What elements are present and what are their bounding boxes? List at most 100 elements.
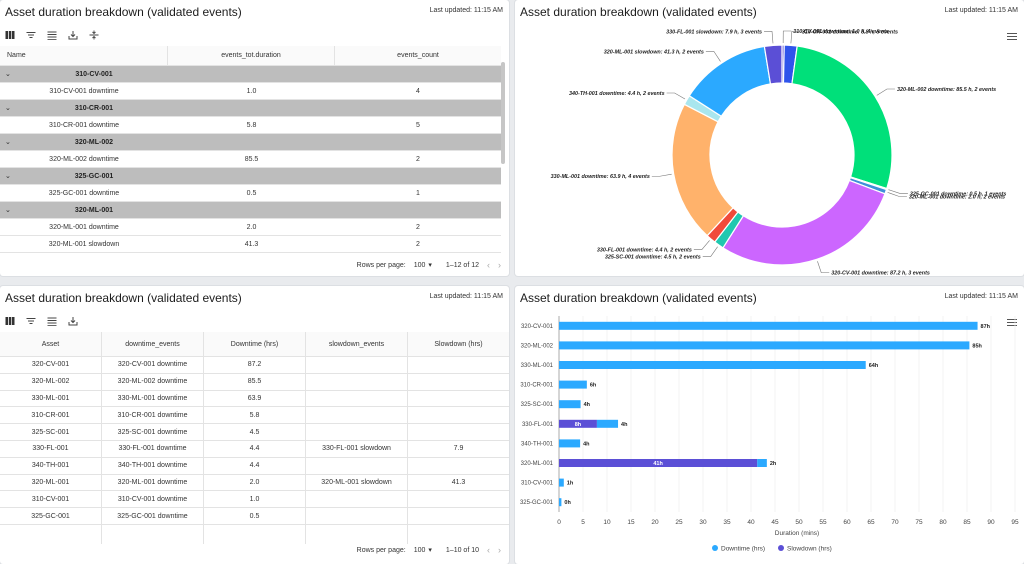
chevron-down-icon[interactable]: ⌄ bbox=[5, 173, 11, 180]
table-toolbar bbox=[4, 29, 100, 41]
cell-downtime-hrs: 5.8 bbox=[204, 407, 306, 424]
menu-icon[interactable] bbox=[1007, 33, 1017, 41]
table-row[interactable]: 330-FL-001 330-FL-001 downtime 4.4 330-FL-0… bbox=[0, 441, 509, 458]
bar[interactable] bbox=[757, 459, 767, 467]
cell-downtime-events: 330-FL-001 downtime bbox=[102, 441, 204, 457]
export-icon[interactable] bbox=[67, 29, 79, 41]
flat-table: Asset downtime_events Downtime (hrs) slo… bbox=[0, 332, 509, 544]
table-scrollbar[interactable] bbox=[501, 62, 505, 164]
cell-duration: 2.0 bbox=[246, 223, 257, 231]
table-row[interactable]: 325-SC-001 325-SC-001 downtime 4.5 bbox=[0, 424, 509, 441]
y-tick-label: 340-TH-001 bbox=[521, 441, 554, 447]
group-row[interactable]: ⌄ 310-CV-001 bbox=[0, 66, 501, 83]
x-tick-label: 60 bbox=[843, 519, 851, 526]
chevron-down-icon[interactable]: ⌄ bbox=[5, 105, 11, 112]
table-footer: Rows per page: 100 ▾ 1–12 of 12 ‹ › bbox=[357, 260, 501, 270]
column-header-asset[interactable]: Asset bbox=[0, 332, 102, 356]
bar[interactable] bbox=[596, 419, 619, 428]
columns-icon[interactable] bbox=[4, 29, 16, 41]
filter-icon[interactable] bbox=[25, 315, 37, 327]
next-page-icon[interactable]: › bbox=[498, 260, 501, 270]
table-row[interactable]: 320-CV-001 320-CV-001 downtime 87.2 bbox=[0, 357, 509, 374]
column-header-slowdown-events[interactable]: slowdown_events bbox=[306, 332, 408, 356]
legend-swatch[interactable] bbox=[778, 545, 784, 551]
table-row[interactable]: 325-GC-001 downtime 0.5 1 bbox=[0, 185, 501, 202]
table-row[interactable]: 320-ML-002 320-ML-002 downtime 85.5 bbox=[0, 373, 509, 391]
cell-duration: 5.8 bbox=[246, 121, 257, 129]
donut-slice[interactable] bbox=[763, 44, 783, 85]
group-row[interactable]: ⌄ 310-CR-001 bbox=[0, 100, 501, 117]
x-tick-label: 30 bbox=[699, 519, 707, 526]
bar[interactable] bbox=[559, 361, 866, 369]
export-icon[interactable] bbox=[67, 315, 79, 327]
chevron-down-icon[interactable]: ⌄ bbox=[5, 71, 11, 78]
table-row[interactable]: 320-ML-001 downtime 2.0 2 bbox=[0, 219, 501, 236]
legend-label[interactable]: Slowdown (hrs) bbox=[787, 545, 832, 552]
table-row[interactable]: 310-CV-001 downtime 1.0 4 bbox=[0, 83, 501, 100]
cell-asset: 310-CR-001 bbox=[0, 407, 102, 424]
group-label: 320-ML-001 bbox=[74, 206, 114, 214]
rows-per-page-select[interactable]: 100 ▾ bbox=[413, 546, 432, 555]
x-tick-label: 25 bbox=[675, 519, 683, 526]
bar[interactable] bbox=[559, 400, 581, 409]
cell-slowdown-hrs bbox=[408, 374, 509, 390]
prev-page-icon[interactable]: ‹ bbox=[487, 260, 490, 270]
x-tick-label: 5 bbox=[581, 519, 585, 526]
group-row[interactable]: ⌄ 320-ML-002 bbox=[0, 134, 501, 151]
table-row[interactable]: 340-TH-001 340-TH-001 downtime 4.4 bbox=[0, 457, 509, 475]
column-header-slowdown-hrs[interactable]: Slowdown (hrs) bbox=[434, 340, 483, 348]
rows-per-page-select[interactable]: 100 ▾ bbox=[413, 261, 432, 270]
next-page-icon[interactable]: › bbox=[498, 545, 501, 555]
group-row[interactable]: ⌄ 325-GC-001 bbox=[0, 168, 501, 185]
donut-slice[interactable] bbox=[722, 179, 886, 266]
column-header-name[interactable]: Name bbox=[0, 46, 168, 65]
table-row[interactable]: 320-ML-002 downtime 85.5 2 bbox=[0, 151, 501, 168]
bar[interactable] bbox=[559, 380, 587, 389]
column-header-duration[interactable]: events_tot.duration bbox=[168, 46, 335, 65]
y-tick-label: 310-CV-001 bbox=[521, 481, 554, 487]
filter-icon[interactable] bbox=[25, 29, 37, 41]
bar-value-label: 64h bbox=[869, 363, 879, 369]
slice-label: 330-ML-001 downtime: 63.9 h, 4 events bbox=[551, 174, 650, 180]
table-row[interactable]: 320-ML-001 slowdown 41.3 2 bbox=[0, 236, 501, 253]
last-updated: Last updated: 11:15 AM bbox=[944, 7, 1018, 14]
cell-name: 310-CV-001 downtime bbox=[49, 87, 119, 95]
column-header-downtime-hrs[interactable]: Downtime (hrs) bbox=[204, 332, 306, 356]
cell-asset: 325-SC-001 bbox=[0, 424, 102, 440]
column-header-count[interactable]: events_count bbox=[397, 52, 439, 59]
donut-slice[interactable] bbox=[791, 45, 893, 190]
bar[interactable] bbox=[559, 419, 597, 428]
chevron-down-icon[interactable]: ⌄ bbox=[5, 139, 11, 146]
cell-downtime-hrs: 4.4 bbox=[204, 441, 306, 457]
cell-downtime-hrs: 63.9 bbox=[204, 390, 306, 407]
bar[interactable] bbox=[559, 321, 978, 330]
bar[interactable] bbox=[559, 459, 758, 467]
table-row[interactable]: 330-ML-001 330-ML-001 downtime 63.9 bbox=[0, 390, 509, 408]
bar[interactable] bbox=[559, 439, 581, 448]
menu-icon[interactable] bbox=[1007, 319, 1017, 327]
table-row[interactable]: 325-GC-001 325-GC-001 downtime 0.5 bbox=[0, 508, 509, 525]
table-row[interactable]: 320-ML-001 320-ML-001 downtime 2.0 320-ML-0… bbox=[0, 474, 509, 492]
bar[interactable] bbox=[559, 498, 562, 507]
table-row[interactable]: 310-CR-001 310-CR-001 downtime 5.8 bbox=[0, 407, 509, 425]
legend-label[interactable]: Downtime (hrs) bbox=[721, 545, 765, 552]
density-icon[interactable] bbox=[46, 29, 58, 41]
columns-icon[interactable] bbox=[4, 315, 16, 327]
empty-cell bbox=[306, 525, 408, 544]
density-icon[interactable] bbox=[46, 315, 58, 327]
group-row[interactable]: ⌄ 320-ML-001 bbox=[0, 202, 501, 219]
group-label: 325-GC-001 bbox=[74, 172, 114, 180]
table-header: Name events_tot.duration events_count bbox=[0, 46, 501, 66]
bar[interactable] bbox=[559, 341, 970, 350]
column-header-downtime-events[interactable]: downtime_events bbox=[102, 332, 204, 356]
legend-swatch[interactable] bbox=[712, 545, 718, 551]
table-row[interactable]: 310-CR-001 downtime 5.8 5 bbox=[0, 117, 501, 134]
bar[interactable] bbox=[559, 478, 564, 487]
prev-page-icon[interactable]: ‹ bbox=[487, 545, 490, 555]
table-row[interactable]: 310-CV-001 310-CV-001 downtime 1.0 bbox=[0, 491, 509, 509]
collapse-icon[interactable] bbox=[88, 29, 100, 41]
donut-slice[interactable] bbox=[671, 103, 734, 237]
chevron-down-icon[interactable]: ⌄ bbox=[5, 207, 11, 214]
cell-asset: 340-TH-001 bbox=[0, 457, 102, 474]
panel-title: Asset duration breakdown (validated even… bbox=[520, 291, 757, 305]
